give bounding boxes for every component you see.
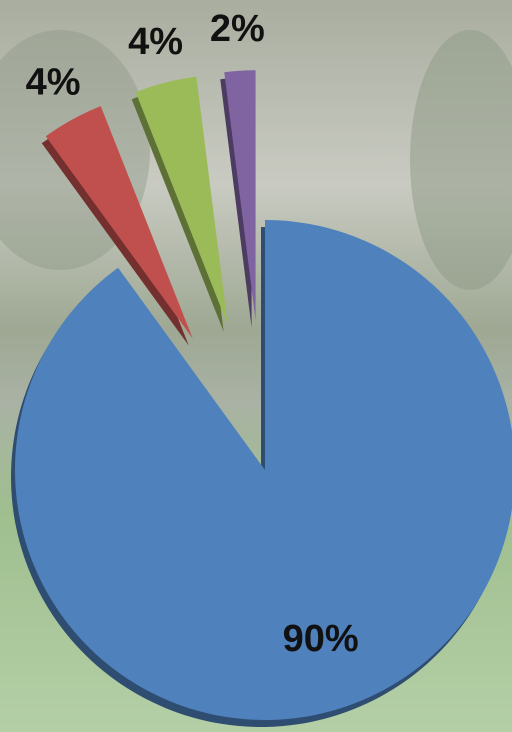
data-label: 4% — [128, 21, 183, 63]
data-label: 4% — [26, 61, 81, 103]
chart: 90% 4% 4% 2% — [0, 0, 512, 732]
data-label: 90% — [283, 618, 359, 660]
data-label: 2% — [210, 8, 265, 50]
page: {"chart_data": {"type": "pie", "values":… — [0, 0, 512, 732]
